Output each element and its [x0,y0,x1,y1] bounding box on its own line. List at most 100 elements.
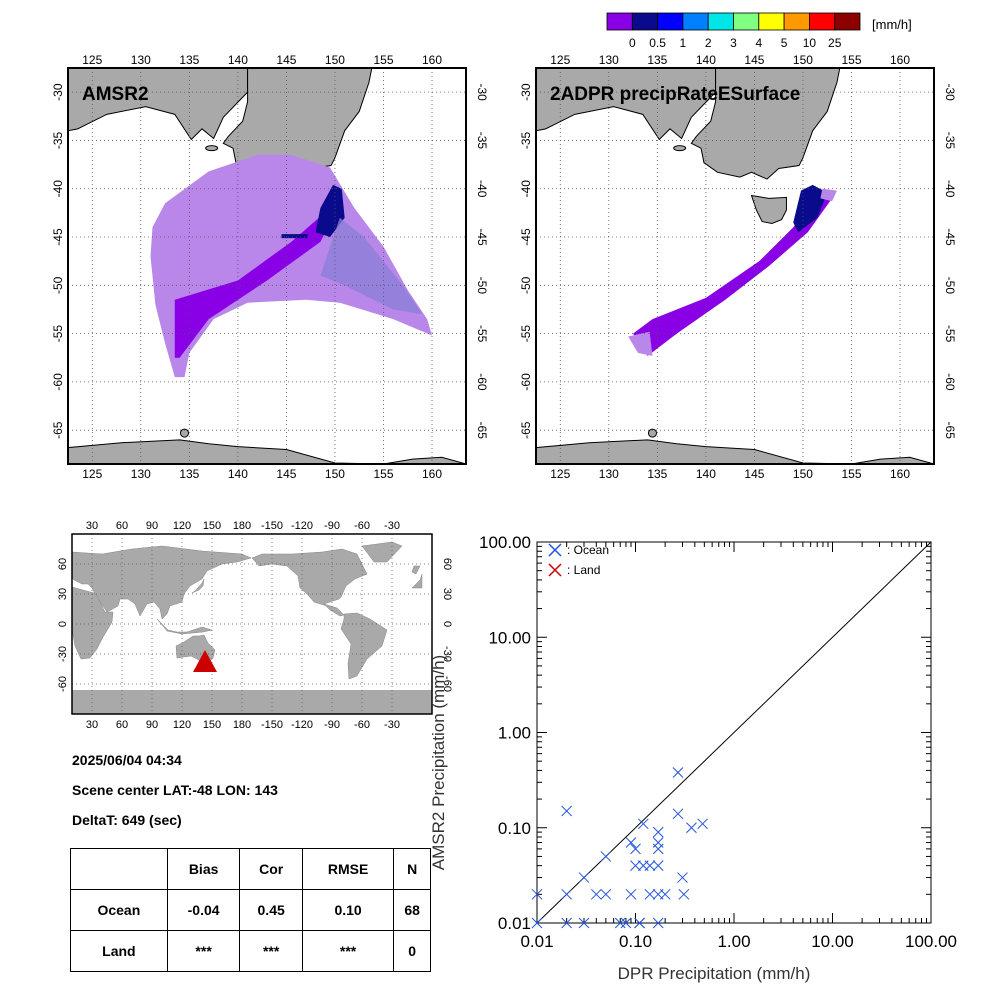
lat-tick-label: -55 [519,325,533,343]
data-point [561,917,573,929]
table-header-cell: Cor [239,848,303,890]
globe-lon-tick-label: 90 [146,719,158,731]
heavy-precip-streak [281,234,308,239]
data-point [677,872,688,883]
data-point [659,888,671,900]
colorbar-swatch [707,12,734,31]
colorbar-swatch [682,12,709,31]
data-point-stroke [652,826,664,838]
data-point [686,822,697,834]
colorbar-swatch [631,12,658,31]
lon-tick-label: 145 [276,53,296,67]
data-point [561,888,573,900]
lat-tick-label: -45 [943,228,957,246]
globe-lon-tick-label: -60 [354,719,370,731]
map-frame [67,67,467,465]
lat-tick-label: -50 [519,276,533,294]
globe-lat-tick-label: -60 [441,676,453,692]
antarctica-landmass [535,439,935,465]
x-tick-label: 0.10 [619,932,652,951]
lon-tick-label: 125 [82,467,102,481]
lat-tick-label: -40 [519,180,533,198]
data-point-stroke [652,837,664,848]
heavy-precip-core [793,184,828,233]
antarctica-landmass [72,690,432,714]
colorbar-tick-label: 3 [730,36,737,50]
y-axis-label: AMSR2 Precipitation (mm/h) [429,655,448,870]
globe-lon-tick-label: 30 [86,520,98,532]
map-title: AMSR2 [82,84,149,105]
colorbar-swatch [733,12,760,31]
lon-tick-label: 135 [179,53,199,67]
colorbar-tick-label: 4 [755,36,762,50]
light-precip-area [820,188,837,202]
data-point-stroke [652,917,664,929]
data-point-stroke [652,860,664,872]
data-point [652,826,664,838]
data-point [634,917,645,929]
data-point-stroke [686,822,697,834]
globe-lon-tick-label: 60 [116,719,128,731]
lon-tick-label: 145 [744,53,764,67]
data-point-stroke [531,888,543,900]
map-frame [535,67,935,465]
data-point [600,851,612,862]
y-tick-label: 0.01 [498,914,531,933]
y-tick-label: 100.00 [479,533,531,552]
lat-tick-label: -65 [519,421,533,439]
lon-tick-label: 130 [599,467,619,481]
n-cell: 0 [393,930,431,972]
lat-tick-label: -35 [943,132,957,150]
lat-tick-label: -65 [943,422,957,440]
lon-tick-label: 160 [422,53,442,67]
lon-tick-label: 160 [890,53,910,67]
x-tick-label: 10.00 [811,932,854,951]
globe-frame [71,533,433,715]
globe-lon-tick-label: -30 [384,719,400,731]
globe-lat-tick-label: 60 [57,558,69,570]
island [179,428,189,438]
japan-landmass [191,578,205,594]
rmse-cell: *** [301,930,395,972]
lat-tick-label: -35 [519,131,533,149]
data-point [561,805,573,817]
colorbar-swatch [834,12,861,31]
lon-tick-label: 125 [550,467,570,481]
island [647,428,657,438]
cor-cell: 0.45 [239,889,303,931]
data-point [620,917,632,929]
globe-lon-tick-label: 120 [173,520,191,532]
lat-tick-label: -65 [51,421,65,439]
globe-lat-tick-label: 30 [57,588,69,600]
globe-lon-tick-label: 180 [233,520,251,532]
south-america-landmass [340,612,388,680]
lat-tick-label: -60 [51,373,65,391]
colorbar: [mm/h] 0 0.5 1 2 3 4 5 10 25 [606,12,912,50]
globe-lon-tick-label: -120 [291,520,313,532]
legend-marker [548,563,562,577]
scatter-plot: 0.01 0.10 1.00 10.00 100.00 0.01 0.10 1.00 10.00… [429,533,957,983]
data-point [637,818,649,830]
lat-tick-label: -55 [475,325,489,343]
globe-lat-tick-label: 60 [441,558,453,570]
globe-lon-tick-label: -90 [324,719,340,731]
data-point [625,888,637,900]
data-point [652,837,664,848]
data-point [614,917,626,929]
x-tick-label: 0.01 [520,932,553,951]
globe-lon-tick-label: 60 [116,520,128,532]
data-point [630,860,641,872]
legend-label: : Ocean [567,543,609,557]
lat-tick-label: -45 [519,228,533,246]
lon-tick-label: 125 [82,53,102,67]
globe-lat-tick-label: -30 [441,646,453,662]
globe-lon-tick-label: -120 [291,719,313,731]
data-point-stroke [620,917,632,929]
island [205,145,219,152]
lon-tick-label: 140 [696,53,716,67]
colorbar-tick-label: 10 [803,36,817,50]
globe-lon-tick-label: -60 [354,520,370,532]
y-tick-label: 0.10 [498,819,531,838]
colorbar-tick-label: 2 [705,36,712,50]
data-point-stroke [659,888,671,900]
